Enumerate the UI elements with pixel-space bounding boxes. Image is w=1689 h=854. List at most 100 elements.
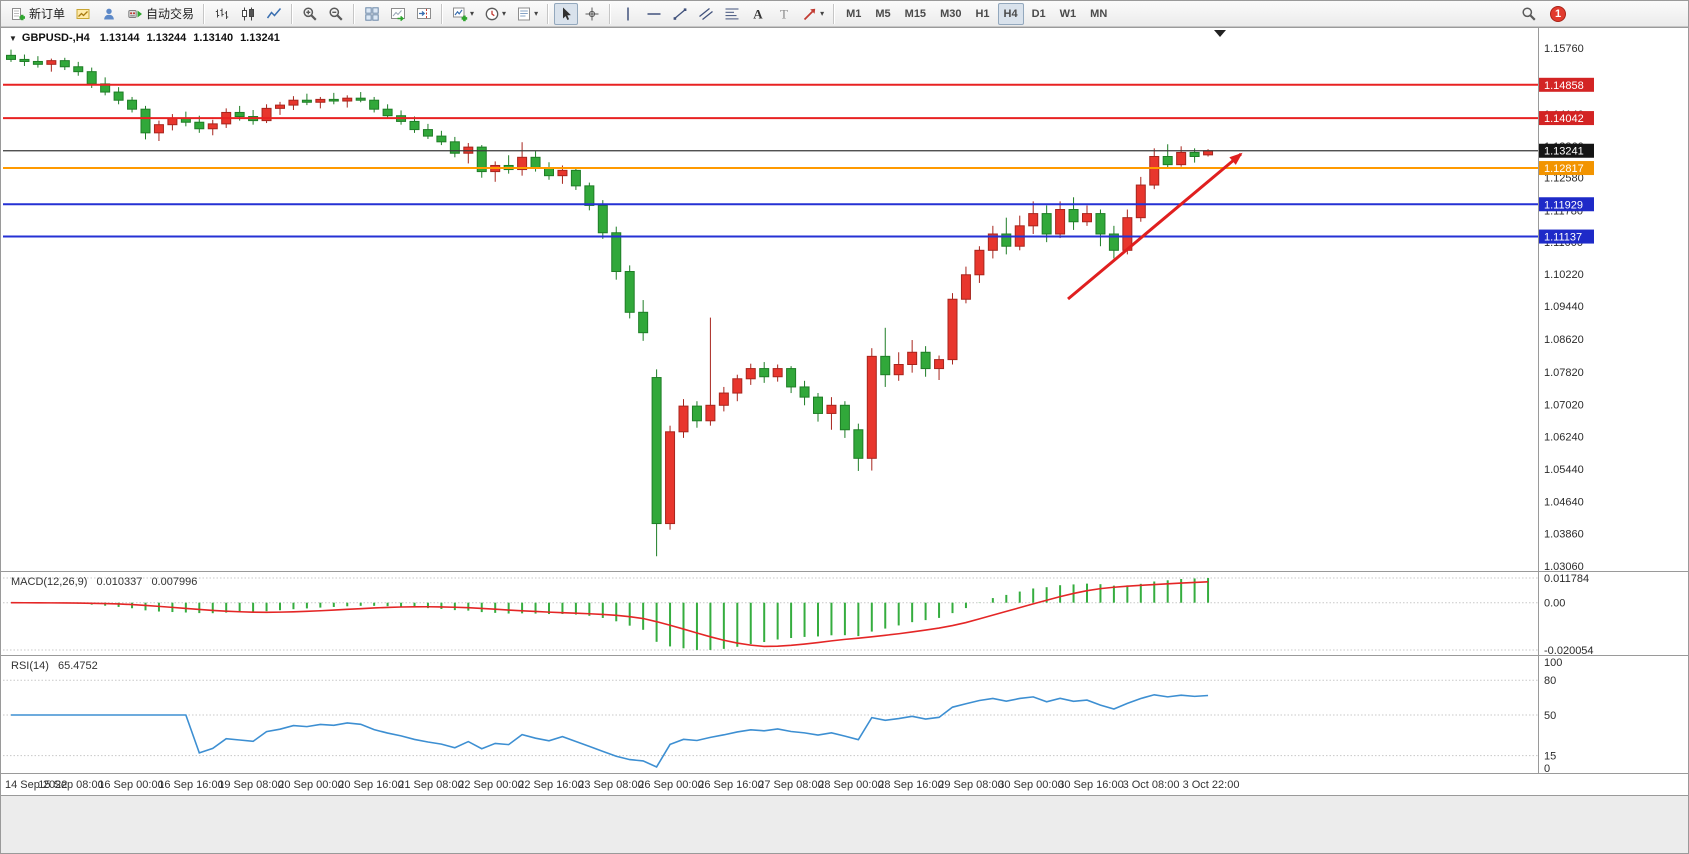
vertical-line-button[interactable] (616, 3, 640, 25)
time-tick-label: 23 Sep 08:00 (578, 779, 643, 791)
timeframe-m5-button[interactable]: M5 (869, 3, 896, 25)
price-label-text: 1.13241 (1544, 146, 1584, 158)
candle-body (1203, 150, 1214, 156)
crosshair-button[interactable] (580, 3, 604, 25)
time-tick-label: 3 Oct 22:00 (1183, 779, 1240, 791)
fibonacci-button[interactable] (720, 3, 744, 25)
candle-body (974, 249, 985, 276)
trend-arrow[interactable] (1067, 152, 1242, 301)
timeframe-m1-button[interactable]: M1 (840, 3, 867, 25)
price-tick-label: 1.07020 (1544, 399, 1584, 411)
timeframe-m1-button-label: M1 (846, 7, 862, 20)
price-tick-label: 1.06240 (1544, 431, 1584, 443)
auto-scroll-button[interactable] (386, 3, 410, 25)
candle-body (584, 185, 595, 206)
channel-button[interactable] (694, 3, 718, 25)
candle-body (1041, 213, 1052, 235)
timeframe-w1-button[interactable]: W1 (1054, 3, 1083, 25)
candle-body (301, 99, 312, 103)
candle-body (6, 54, 16, 60)
timeframe-h1-button[interactable]: H1 (969, 3, 995, 25)
candle-body (557, 169, 568, 177)
time-tick-label: 30 Sep 00:00 (998, 779, 1063, 791)
dropdown-caret-icon[interactable]: ▾ (470, 9, 475, 18)
candle-body (705, 404, 716, 422)
candle-body (234, 111, 245, 118)
candle-body (934, 359, 945, 370)
line-chart-icon (266, 7, 282, 18)
macd-tick-label: -0.020054 (1544, 645, 1594, 657)
rsi-tick-label: 100 (1544, 657, 1562, 669)
profile-button[interactable] (97, 3, 121, 25)
time-scale[interactable] (1, 774, 1689, 795)
bar-chart-button[interactable] (210, 3, 234, 25)
timeframe-m15-button-label: M15 (904, 7, 927, 20)
search-button[interactable] (1517, 3, 1541, 25)
price-label-text: 1.14042 (1544, 113, 1584, 125)
candle-body (826, 404, 837, 414)
zoom-in-button[interactable] (298, 3, 322, 25)
time-tick-label: 21 Sep 08:00 (398, 779, 463, 791)
autotrading-button[interactable]: 自动交易 (123, 3, 198, 25)
cursor-button[interactable] (554, 2, 579, 25)
dropdown-caret-icon[interactable]: ▾ (534, 9, 539, 18)
candle-body (853, 429, 864, 459)
price-label-text: 1.11137 (1544, 232, 1582, 244)
new-chart-button[interactable]: ▾ (448, 3, 478, 25)
candlestick-chart-button[interactable] (236, 3, 260, 25)
market-watch-button[interactable] (71, 3, 95, 25)
toolbar-separator (547, 3, 550, 24)
zoom-out-icon (329, 6, 343, 21)
periods-button[interactable]: ▾ (480, 3, 510, 25)
tile-windows-button[interactable] (360, 3, 384, 25)
notification-badge[interactable]: 1 (1550, 5, 1566, 22)
chart-shift-marker-icon[interactable] (1214, 30, 1226, 37)
timeframe-h4-button[interactable]: H4 (997, 2, 1024, 25)
zoom-out-button[interactable] (324, 3, 348, 25)
candle-body (718, 392, 729, 406)
crosshair-icon (585, 7, 599, 20)
candle-body (1055, 209, 1066, 235)
candle-body (409, 120, 420, 131)
candles-icon (242, 7, 255, 20)
trendline-button[interactable] (668, 3, 692, 25)
chart-plot-area[interactable] (3, 29, 1538, 571)
candle-body (987, 233, 998, 251)
time-tick-label: 20 Sep 00:00 (278, 779, 343, 791)
timeframe-m30-button[interactable]: M30 (934, 3, 967, 25)
arrows-button[interactable]: ▾ (798, 3, 828, 25)
text-button[interactable]: A (746, 3, 770, 25)
horizontal-line-button[interactable] (642, 3, 666, 25)
candle-body (665, 431, 676, 525)
autotrading-icon (128, 9, 143, 18)
candle-body (813, 396, 823, 414)
trend-arrow-head-icon (1229, 152, 1243, 165)
candle-body (32, 60, 43, 65)
line-chart-button[interactable] (262, 3, 286, 25)
timeframe-d1-button[interactable]: D1 (1026, 3, 1052, 25)
timeframe-m15-button[interactable]: M15 (899, 3, 932, 25)
candle-body (611, 232, 622, 273)
candle-body (194, 121, 205, 130)
toolbar-separator (441, 3, 444, 24)
templates-button[interactable]: ▾ (512, 3, 542, 25)
price-label-text: 1.11929 (1544, 199, 1583, 211)
candle-body (127, 99, 138, 110)
price-tick-label: 1.12580 (1544, 173, 1584, 185)
candle-body (1028, 213, 1039, 227)
toolbar-separator (291, 3, 294, 24)
dropdown-caret-icon[interactable]: ▾ (820, 9, 825, 18)
price-tick-label: 1.15760 (1544, 43, 1584, 55)
candle-body (140, 108, 151, 134)
timeframe-mn-button-label: MN (1090, 7, 1108, 20)
new-order-button[interactable]: 新订单 (6, 3, 69, 25)
chart-canvas[interactable]: 1.157601.149401.141401.133601.125801.117… (1, 27, 1689, 854)
candle-body (1176, 151, 1187, 166)
price-label-box (1539, 229, 1594, 244)
chart-shift-button[interactable] (412, 3, 436, 25)
label-button[interactable]: T (772, 3, 796, 25)
dropdown-caret-icon[interactable]: ▾ (502, 9, 507, 18)
timeframe-mn-button[interactable]: MN (1084, 3, 1113, 25)
cursor-icon (563, 7, 571, 20)
